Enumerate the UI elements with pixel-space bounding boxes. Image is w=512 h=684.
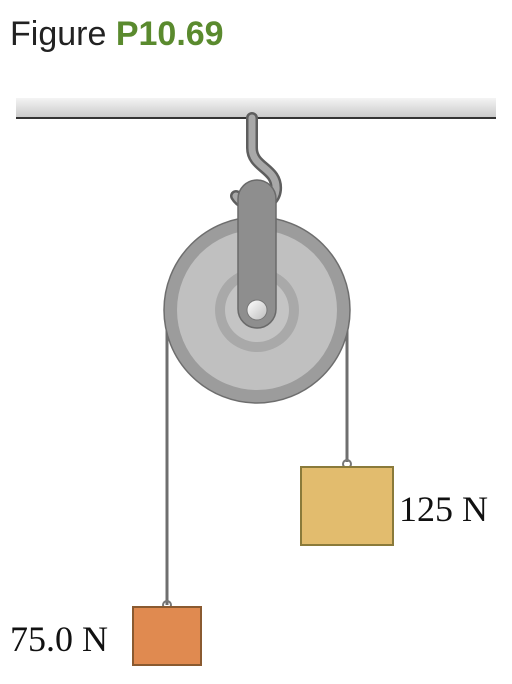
- pulley-axle: [246, 299, 268, 321]
- mass-label-left: 75.0 N: [10, 619, 108, 659]
- mass-label-right: 125 N: [399, 489, 488, 529]
- figure-title: Figure P10.69: [10, 14, 224, 54]
- pulley-bracket: [237, 179, 277, 329]
- rope: [165, 318, 349, 605]
- figure-number: P10.69: [115, 15, 224, 53]
- figure-title-prefix: Figure: [10, 15, 107, 53]
- mass-block-left: [132, 606, 202, 666]
- mass-block-right: [300, 466, 394, 546]
